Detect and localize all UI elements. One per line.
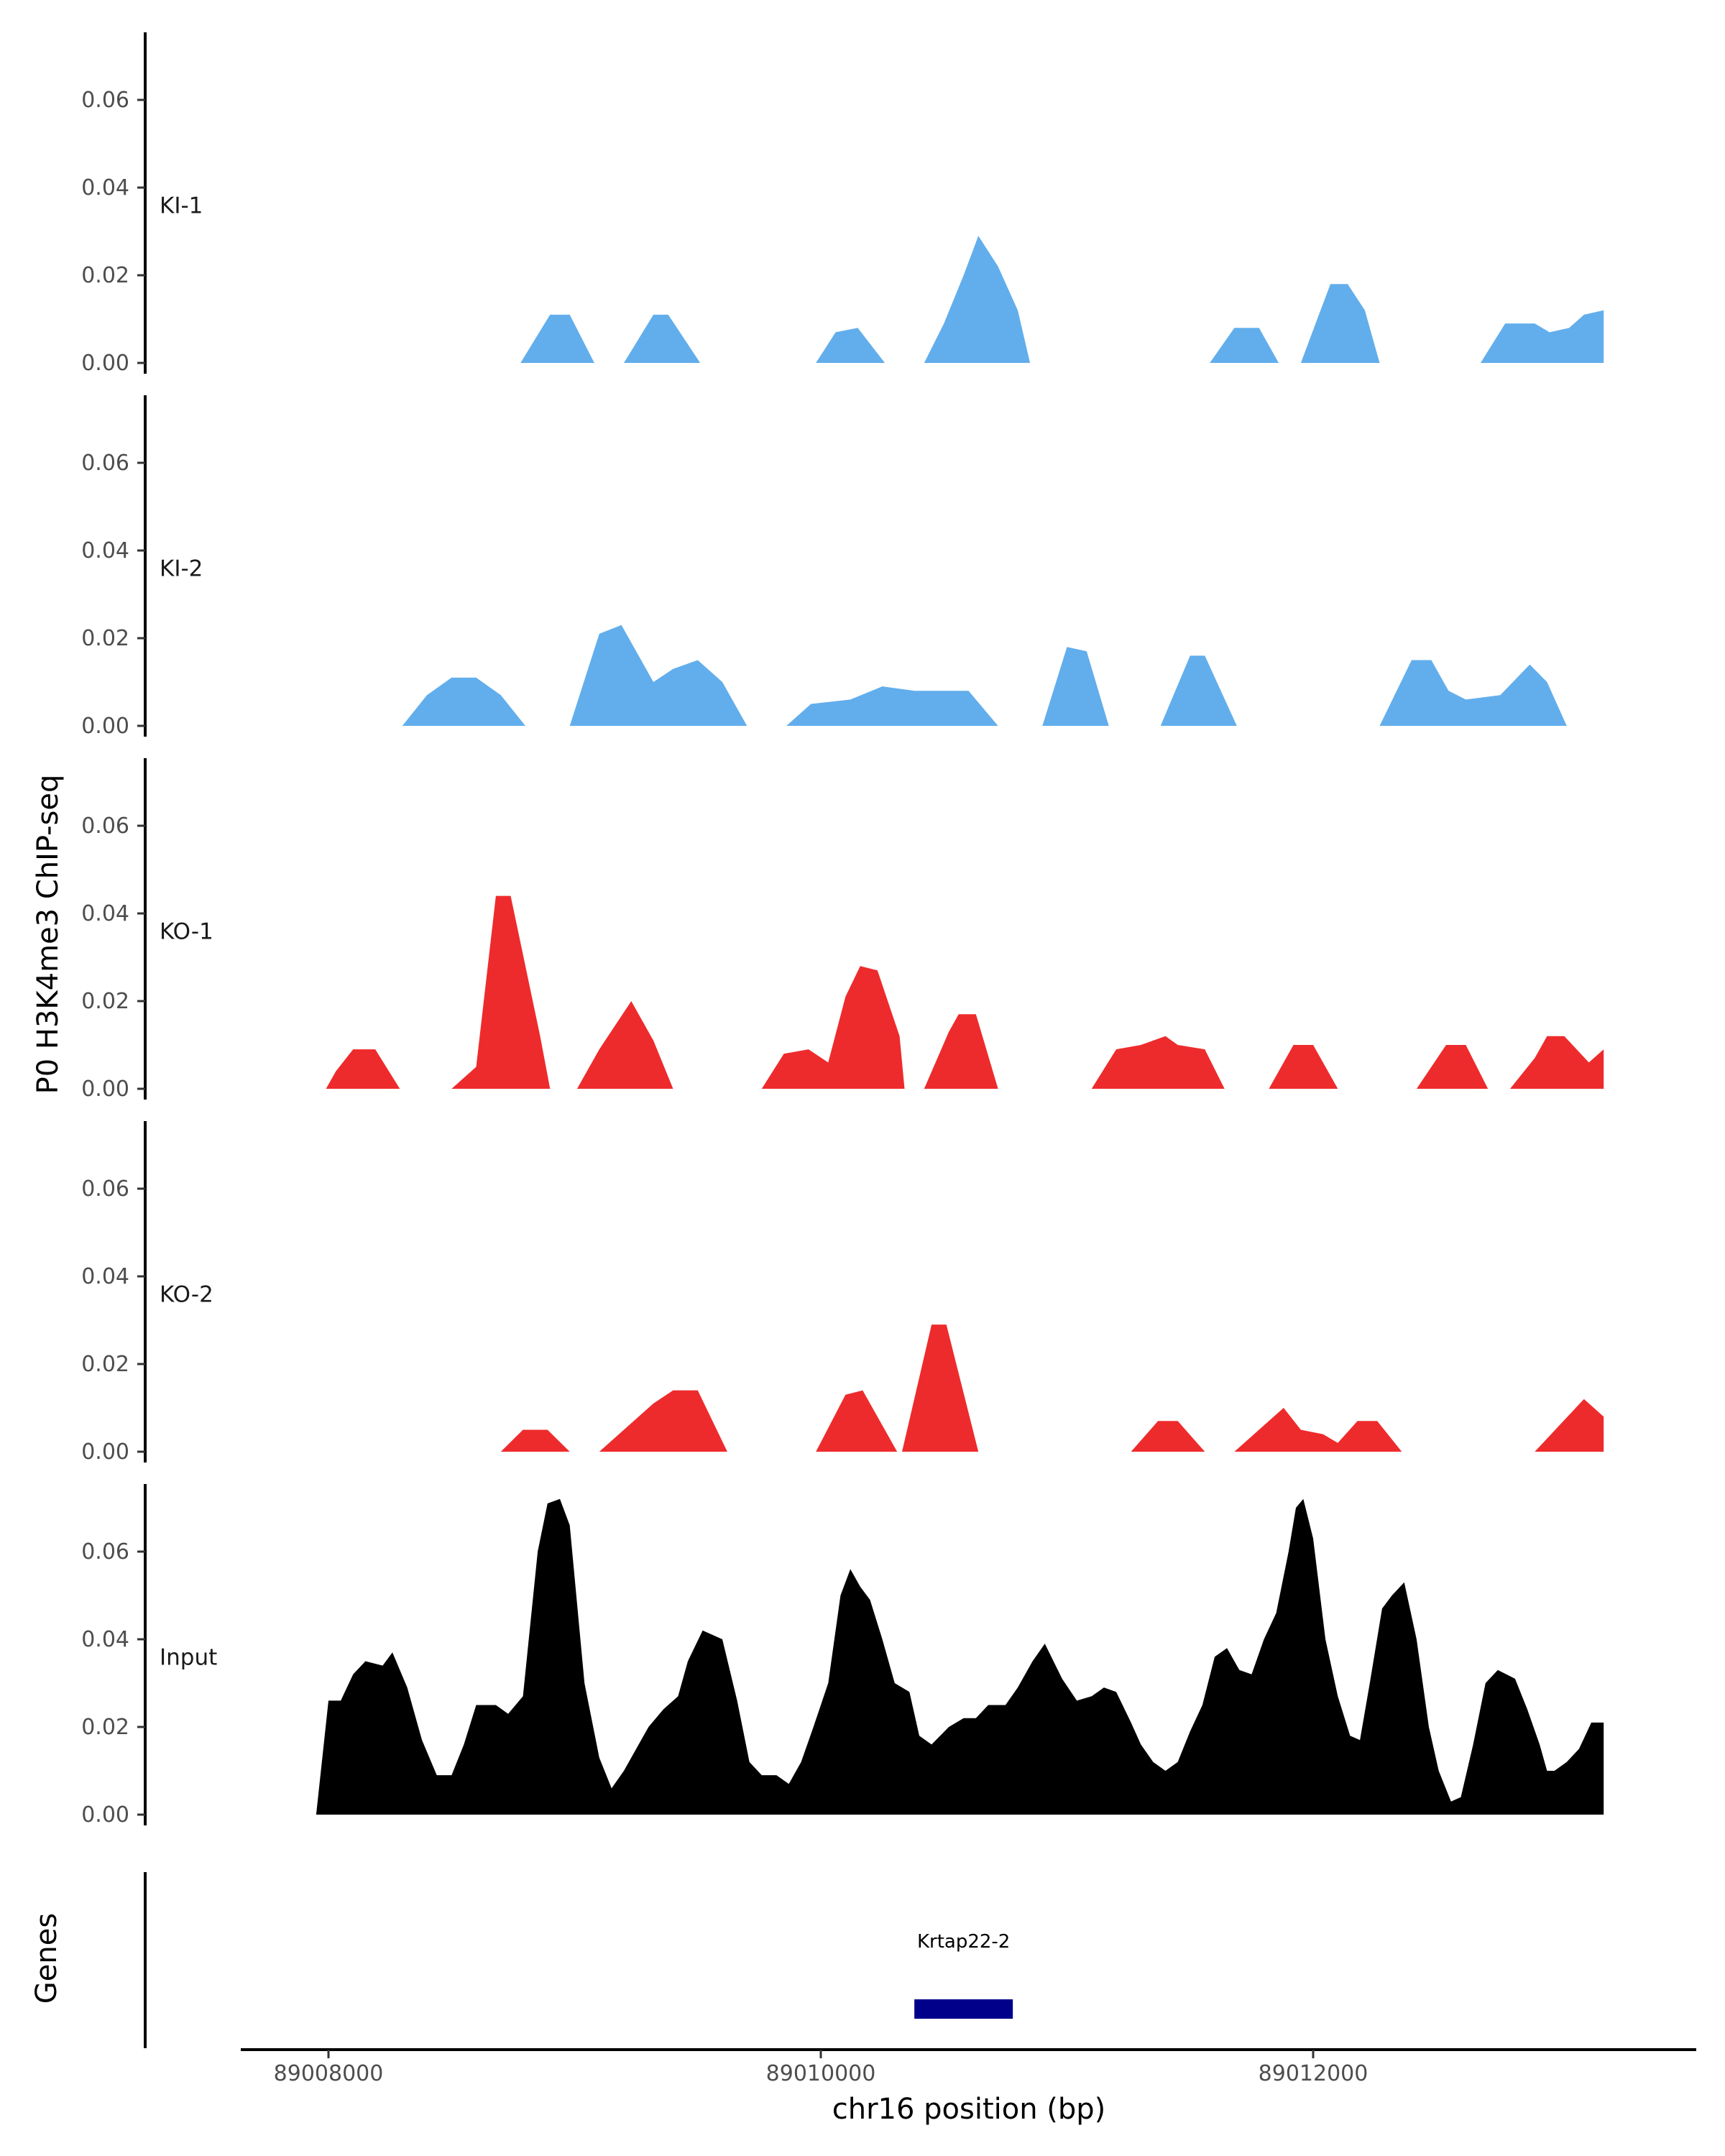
axes-layer: 0.00 0.02 0.04 0.06 KI-1 0.00 0.02 0.04 0.06 KI-2… — [81, 32, 217, 1828]
y-tick-label: 0.04 — [81, 1264, 129, 1289]
y-axis-title: P0 H3K4me3 ChIP-seq — [32, 775, 65, 1095]
signal-peak-input-1 — [316, 1498, 1604, 1815]
y-tick-label: 0.02 — [81, 989, 129, 1014]
tracks-layer — [316, 236, 1604, 1815]
y-tick-label: 0.00 — [81, 1439, 129, 1465]
signal-peak-ki-1-7 — [1480, 310, 1604, 363]
y-tick-label: 0.04 — [81, 1627, 129, 1652]
track-label-ki-1: KI-1 — [160, 193, 203, 218]
signal-peak-ko-1-1 — [326, 1049, 400, 1089]
signal-peak-ko-2-2 — [599, 1390, 727, 1452]
x-tick-label: 89010000 — [766, 2061, 876, 2086]
signal-peak-ki-2-4 — [1042, 647, 1109, 726]
y-tick-label: 0.02 — [81, 626, 129, 651]
signal-peak-ko-2-1 — [500, 1429, 570, 1452]
gene-label: Krtap22-2 — [917, 1931, 1010, 1953]
signal-peak-ki-2-3 — [786, 686, 998, 726]
signal-peak-ko-1-2 — [451, 895, 551, 1089]
y-tick-label: 0.06 — [81, 814, 129, 839]
signal-peak-ki-1-1 — [520, 314, 594, 363]
signal-peak-ko-1-5 — [924, 1014, 998, 1089]
y-tick-label: 0.04 — [81, 538, 129, 563]
x-axis: 89008000 89010000 89012000 — [241, 2048, 1696, 2086]
y-tick-label: 0.06 — [81, 451, 129, 476]
x-axis-title: chr16 position (bp) — [832, 2093, 1106, 2126]
y-tick-label: 0.06 — [81, 1539, 129, 1565]
signal-peak-ko-2-4 — [902, 1325, 979, 1452]
gene-feature-krtap22-2 — [914, 1999, 1013, 2019]
y-tick-label: 0.02 — [81, 263, 129, 288]
y-tick-label: 0.00 — [81, 1802, 129, 1828]
signal-peak-ko-1-4 — [761, 966, 905, 1089]
signal-peak-ko-1-8 — [1416, 1045, 1489, 1089]
y-tick-label: 0.00 — [81, 714, 129, 739]
genes-axis-title: Genes — [30, 1913, 63, 2004]
signal-peak-ko-1-7 — [1269, 1045, 1338, 1089]
track-label-input: Input — [160, 1644, 217, 1670]
signal-peak-ko-1-9 — [1510, 1036, 1604, 1089]
signal-peak-ki-1-4 — [924, 236, 1031, 363]
y-tick-label: 0.04 — [81, 901, 129, 926]
y-tick-label: 0.02 — [81, 1352, 129, 1377]
signal-peak-ko-2-5 — [1131, 1421, 1205, 1452]
y-tick-label: 0.06 — [81, 1176, 129, 1202]
y-tick-label: 0.00 — [81, 1077, 129, 1102]
signal-peak-ki-1-3 — [816, 328, 886, 363]
signal-peak-ko-2-3 — [816, 1390, 898, 1452]
signal-peak-ki-2-5 — [1160, 655, 1237, 726]
signal-peak-ki-1-6 — [1300, 284, 1380, 363]
y-tick-label: 0.04 — [81, 175, 129, 201]
signal-peak-ki-1-5 — [1210, 328, 1279, 363]
x-tick-label: 89008000 — [274, 2061, 384, 2086]
track-label-ki-2: KI-2 — [160, 556, 203, 581]
signal-peak-ki-2-2 — [569, 625, 748, 726]
track-label-ko-2: KO-2 — [160, 1281, 213, 1307]
y-tick-label: 0.06 — [81, 88, 129, 113]
track-label-ko-1: KO-1 — [160, 918, 213, 944]
signal-peak-ko-2-7 — [1535, 1399, 1604, 1452]
y-tick-label: 0.00 — [81, 351, 129, 376]
signal-peak-ko-2-6 — [1234, 1408, 1402, 1452]
signal-peak-ko-1-6 — [1091, 1036, 1225, 1089]
y-tick-label: 0.02 — [81, 1715, 129, 1740]
signal-peak-ki-2-6 — [1379, 660, 1567, 726]
x-tick-label: 89012000 — [1259, 2061, 1368, 2086]
signal-peak-ki-2-1 — [402, 677, 525, 726]
signal-peak-ko-1-3 — [576, 1001, 673, 1089]
signal-peak-ki-1-2 — [624, 314, 701, 363]
genes-layer: Krtap22-2 — [144, 1872, 1013, 2048]
